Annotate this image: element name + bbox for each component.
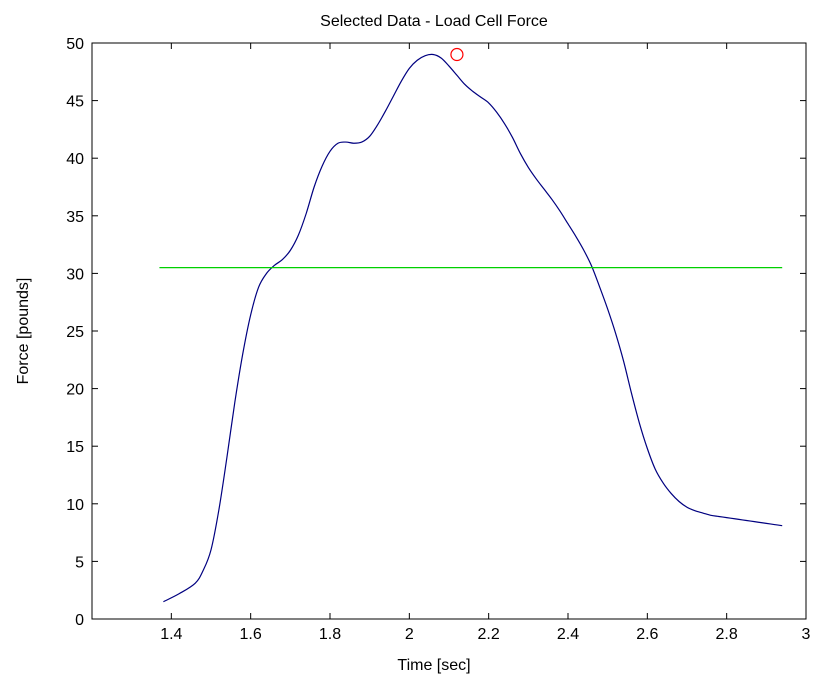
x-tick-label: 2.2 — [478, 626, 500, 643]
x-tick-label: 2 — [405, 626, 414, 643]
x-tick-label: 3 — [802, 626, 811, 643]
peak-marker — [450, 47, 464, 62]
y-tick-label: 10 — [66, 497, 84, 514]
x-tick-label: 1.4 — [160, 626, 182, 643]
y-axis-ticks: 0 5 10 15 20 25 30 35 40 45 50 — [66, 36, 806, 629]
force-curve — [163, 53, 783, 603]
y-tick-label: 0 — [75, 612, 84, 629]
x-tick-label: 2.4 — [557, 626, 579, 643]
chart-title: Selected Data - Load Cell Force — [320, 13, 548, 30]
axes-box — [91, 42, 807, 620]
y-tick-label: 25 — [66, 324, 84, 341]
x-axis-ticks: 1.4 1.6 1.8 2 2.2 2.4 2.6 2.8 3 — [160, 43, 811, 643]
y-tick-label: 30 — [66, 266, 84, 283]
plot-area: 1.4 1.6 1.8 2 2.2 2.4 2.6 2.8 3 0 5 10 15 20 25 30 35 40… — [66, 36, 810, 643]
y-tick-label: 15 — [66, 439, 84, 456]
y-tick-label: 50 — [66, 36, 84, 53]
x-tick-label: 1.6 — [240, 626, 262, 643]
y-tick-label: 35 — [66, 209, 84, 226]
y-tick-label: 45 — [66, 94, 84, 111]
y-axis-label: Force [pounds] — [15, 278, 32, 385]
x-tick-label: 2.6 — [636, 626, 658, 643]
series-layer — [159, 53, 783, 603]
x-tick-label: 2.8 — [716, 626, 738, 643]
x-axis-label: Time [sec] — [397, 657, 470, 674]
y-tick-label: 20 — [66, 382, 84, 399]
y-tick-label: 5 — [75, 554, 84, 571]
y-tick-label: 40 — [66, 151, 84, 168]
marker-layer — [450, 47, 464, 62]
x-tick-label: 1.8 — [319, 626, 341, 643]
